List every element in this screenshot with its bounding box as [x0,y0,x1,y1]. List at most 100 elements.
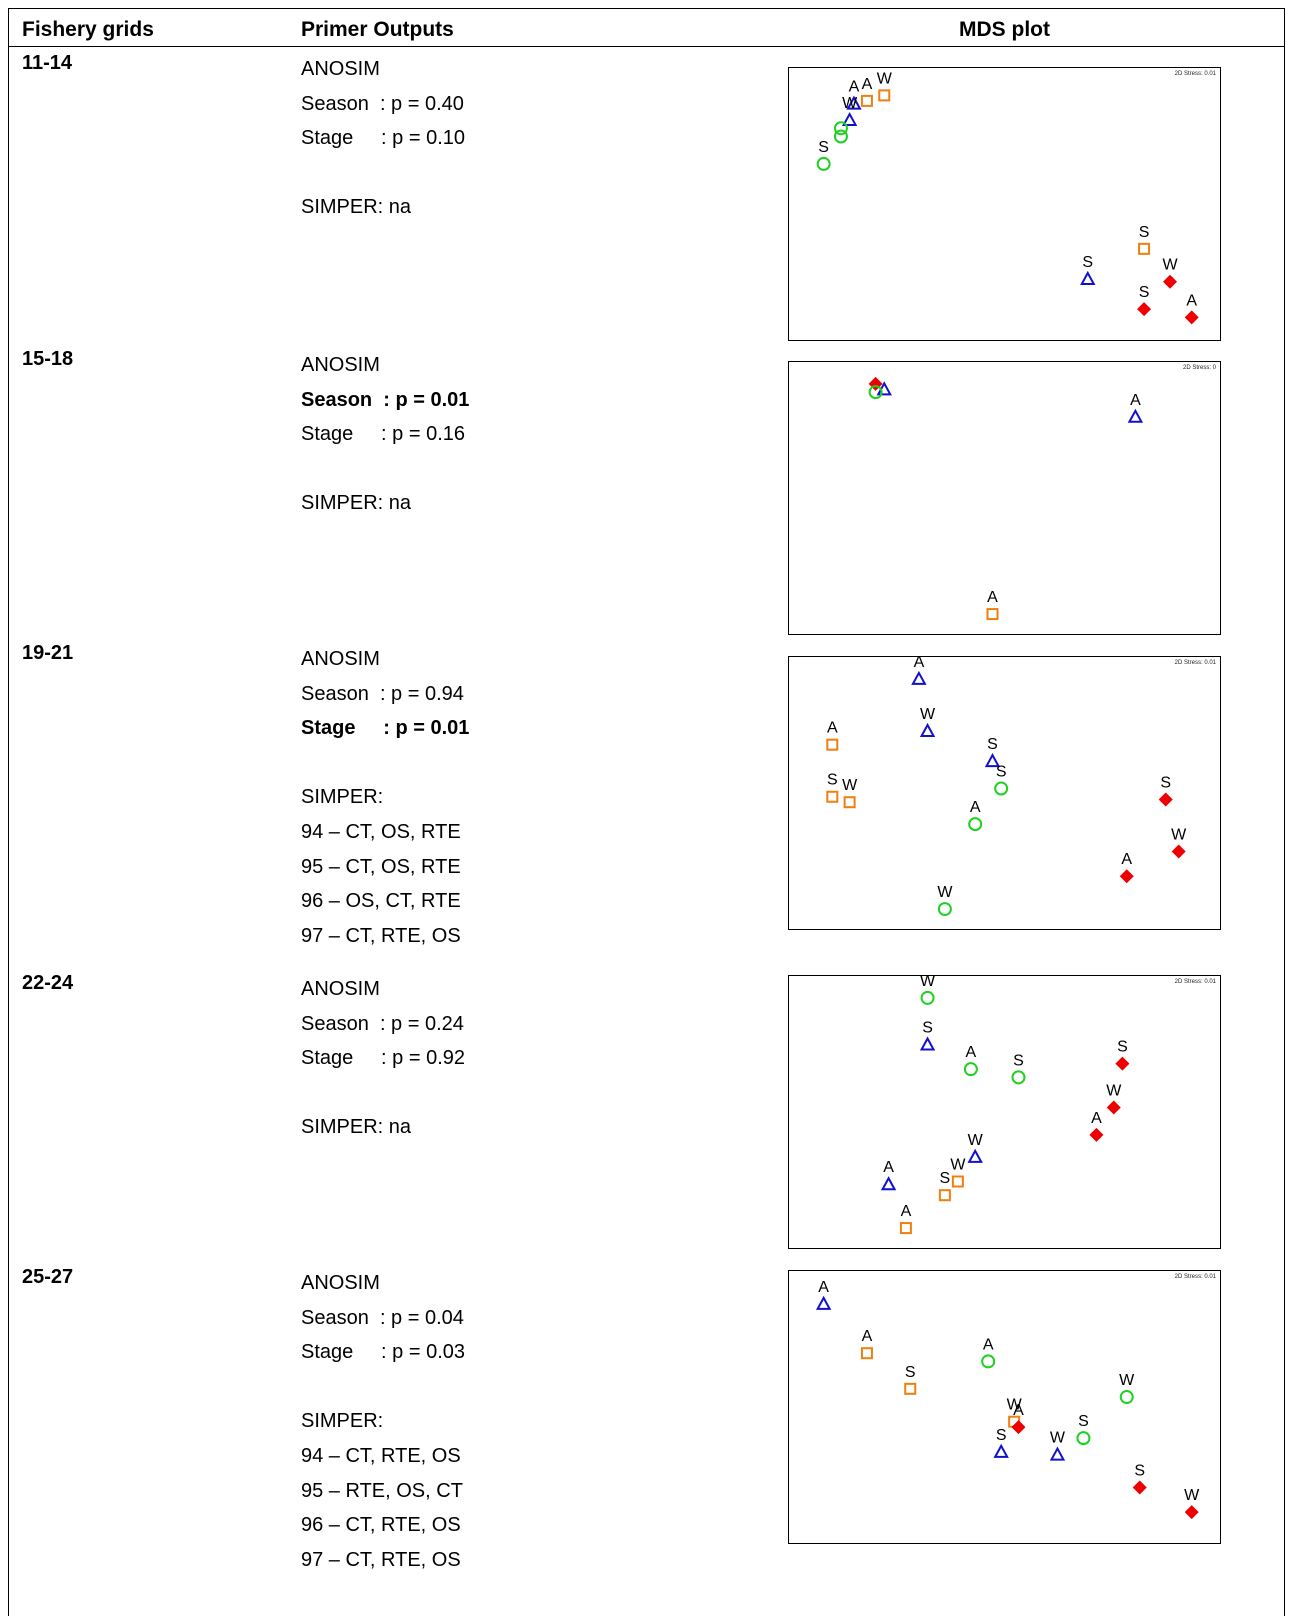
point-label: S [1160,774,1171,791]
square-marker [899,1222,912,1235]
output-line: SIMPER: na [301,492,412,515]
header-grids: Fishery grids [22,18,154,41]
grid-label: 15-18 [22,348,74,370]
square-marker [986,608,999,621]
stress-label: 2D Stress: 0 [1182,365,1216,371]
output-line: SIMPER: na [301,1116,412,1139]
circle-marker [937,902,952,917]
diamond-marker [1184,310,1199,325]
circle-marker [994,781,1009,796]
grid-label: 19-21 [22,642,74,664]
output-line: 97 – CT, RTE, OS [301,924,461,947]
output-line: Season : p = 0.01 [301,388,470,411]
point-label: W [1184,1487,1200,1504]
output-line: SIMPER: [301,786,384,809]
circle-marker [1011,1070,1026,1085]
primer-output: ANOSIM Season : p = 0.40 Stage : p = 0.10 S… [301,52,721,225]
point-label: W [1171,827,1187,844]
point-label: A [849,79,860,96]
output-line: 96 – CT, RTE, OS [301,1514,461,1537]
diamond-marker [1158,792,1173,807]
square-marker [904,1382,917,1395]
mds-plot: 2D Stress: 0.01 A W A S S S W A S W A W [788,656,1221,930]
square-marker [860,94,873,107]
output-line [301,156,721,191]
header-plot: MDS plot [959,18,1050,41]
circle-marker [968,817,983,832]
mds-points: AA [868,376,1144,621]
output-line: ANOSIM [301,58,380,80]
mds-plot: 2D Stress: 0.01 A A S A W W A S W S S W [788,1270,1221,1544]
triangle-marker [911,670,927,685]
output-line [301,452,721,487]
diamond-marker [1011,1420,1026,1435]
point-label: S [1139,224,1150,241]
output-line: ANOSIM [301,648,380,670]
grid-label: 22-24 [22,972,74,994]
point-label: A [1130,392,1141,409]
output-line: Season : p = 0.04 [301,1306,464,1329]
point-label: A [966,1044,977,1061]
table-header: Fishery grids Primer Outputs MDS plot [9,9,1284,47]
triangle-marker [841,111,858,127]
output-line: Stage : p = 0.92 [301,1047,466,1070]
diamond-marker [1106,1100,1121,1115]
square-marker [843,796,856,809]
point-label: S [1139,284,1150,301]
point-label: S [827,772,838,789]
output-line: SIMPER: na [301,196,412,219]
triangle-marker [1127,408,1144,423]
point-label: S [1134,1462,1145,1479]
point-label: A [970,799,981,816]
point-label: S [987,736,998,753]
output-line: ANOSIM [301,1272,380,1294]
output-line: 94 – CT, OS, RTE [301,820,461,843]
output-line: SIMPER: [301,1410,384,1433]
point-label: A [883,1159,894,1176]
output-line: ANOSIM [301,354,380,376]
point-label: W [1162,257,1178,274]
triangle-marker [815,1295,832,1310]
output-line [301,1370,721,1405]
point-label: S [940,1170,951,1187]
triangle-marker [846,95,862,110]
point-label: W [1106,1083,1122,1100]
output-line: Stage : p = 0.03 [301,1341,466,1364]
point-label: A [862,1328,873,1345]
point-label: W [920,976,936,990]
square-marker [826,790,839,803]
point-label: W [842,777,858,794]
output-line: 94 – CT, RTE, OS [301,1444,461,1467]
triangle-marker [1049,1446,1066,1461]
primer-output: ANOSIM Season : p = 0.24 Stage : p = 0.92 S… [301,972,721,1145]
square-marker [878,89,891,102]
point-label: W [920,706,936,723]
output-line: 95 – RTE, OS, CT [301,1479,463,1502]
diamond-marker [1184,1505,1199,1520]
point-label: A [1013,1402,1024,1419]
diamond-marker [1171,844,1186,859]
circle-marker [981,1354,996,1369]
square-marker [1138,242,1151,255]
point-label: W [968,1132,984,1149]
output-line: Stage : p = 0.16 [301,423,466,446]
triangle-marker [880,1176,897,1191]
diamond-marker [1089,1127,1104,1142]
output-line: 96 – OS, CT, RTE [301,890,461,913]
circle-marker [963,1062,978,1077]
primer-output: ANOSIM Season : p = 0.94 Stage : p = 0.01 S… [301,642,721,953]
diamond-marker [1137,302,1152,317]
point-label: W [1050,1430,1066,1447]
point-label: W [1007,1397,1023,1414]
stress-label: 2D Stress: 0.01 [1174,1274,1216,1280]
triangle-marker [919,722,936,737]
square-marker [951,1175,964,1188]
point-label: S [905,1364,916,1381]
output-line: Stage : p = 0.01 [301,717,470,740]
circle-marker [1076,1431,1091,1446]
